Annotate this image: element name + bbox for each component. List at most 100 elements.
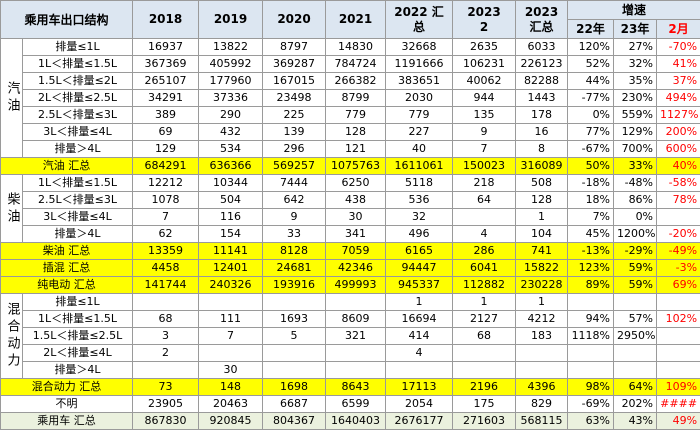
cell: 296 xyxy=(262,140,327,158)
cell: 16 xyxy=(515,123,569,141)
cell: 369287 xyxy=(262,55,327,73)
cell: 148 xyxy=(198,378,264,396)
row-label: 纯电动 汇总 xyxy=(0,276,134,294)
row-label: 插混 汇总 xyxy=(0,259,134,277)
cell: 7 xyxy=(132,208,200,226)
cell: 2635 xyxy=(452,38,517,56)
cell: 405992 xyxy=(198,55,264,73)
cell: 8797 xyxy=(262,38,327,56)
data-row: 1.5L＜排量≤2.5L 3 7 5 321 414 68 183 1118% 2950% xyxy=(1,327,700,345)
cell: -3% xyxy=(656,259,700,277)
cell xyxy=(385,361,454,379)
cell: 1127% xyxy=(656,106,700,124)
header-cell: 乘用车出口结构 xyxy=(0,0,134,39)
cell: 286 xyxy=(452,242,517,260)
cell: 700% xyxy=(613,140,658,158)
cell: 1 xyxy=(515,208,569,226)
cell: 8128 xyxy=(262,242,327,260)
cell: 82288 xyxy=(515,72,569,90)
cell: 1 xyxy=(452,293,517,311)
cell xyxy=(656,327,700,345)
cell: 11141 xyxy=(198,242,264,260)
cell: 44% xyxy=(567,72,615,90)
cell: #### xyxy=(656,395,700,413)
data-row: 3L＜排量≤4L 69 432 139 128 227 9 16 77% 129% 200% xyxy=(1,123,700,141)
cell: -13% xyxy=(567,242,615,260)
cell: 128 xyxy=(515,191,569,209)
cell: 2030 xyxy=(385,89,454,107)
cell: 34291 xyxy=(132,89,200,107)
data-row: 2.5L＜排量≤3L 389 290 225 779 779 135 178 0% 559% 112… xyxy=(1,106,700,124)
cell: 316089 xyxy=(515,157,569,175)
data-row: 2L＜排量≤4L 2 4 xyxy=(1,344,700,362)
cell: 944 xyxy=(452,89,517,107)
cell: 504 xyxy=(198,191,264,209)
cell: 154 xyxy=(198,225,264,243)
data-row: 1L＜排量≤1.5L 68 111 1693 8609 16694 2127 4212 94% 5… xyxy=(1,310,700,328)
cell: 50% xyxy=(567,157,615,175)
total-row: 不明 23905 20463 6687 6599 2054 175 829 -69% 202% ##… xyxy=(0,395,700,413)
cell: 111 xyxy=(198,310,264,328)
cell: 0% xyxy=(613,208,658,226)
cell: 438 xyxy=(325,191,387,209)
cell: 69% xyxy=(656,276,700,294)
cell: 62 xyxy=(132,225,200,243)
group-label: 混合动力 xyxy=(0,293,23,379)
cell: 12401 xyxy=(198,259,264,277)
cell: 829 xyxy=(515,395,569,413)
cell xyxy=(452,344,517,362)
cell: 2196 xyxy=(452,378,517,396)
cell: 7 xyxy=(452,140,517,158)
cell: 920845 xyxy=(198,412,264,430)
cell xyxy=(567,293,615,311)
cell: 8 xyxy=(515,140,569,158)
row-label: 1L＜排量≤1.5L xyxy=(21,174,134,192)
cell xyxy=(452,361,517,379)
row-label: 1.5L＜排量≤2L xyxy=(21,72,134,90)
cell xyxy=(262,344,327,362)
cell: 69 xyxy=(132,123,200,141)
cell: 94% xyxy=(567,310,615,328)
cell: 271603 xyxy=(452,412,517,430)
cell: 73 xyxy=(132,378,200,396)
cell: 414 xyxy=(385,327,454,345)
cell: 432 xyxy=(198,123,264,141)
cell: 600% xyxy=(656,140,700,158)
cell: 227 xyxy=(385,123,454,141)
cell xyxy=(132,361,200,379)
cell: 266382 xyxy=(325,72,387,90)
cell: 30 xyxy=(198,361,264,379)
cell: 6033 xyxy=(515,38,569,56)
cell: 226123 xyxy=(515,55,569,73)
cell: 42346 xyxy=(325,259,387,277)
data-row: 排量＞4L 30 xyxy=(1,361,700,379)
cell: 7 xyxy=(198,327,264,345)
cell xyxy=(198,293,264,311)
cell: 9 xyxy=(262,208,327,226)
cell: 52% xyxy=(567,55,615,73)
cell xyxy=(262,293,327,311)
cell: 8643 xyxy=(325,378,387,396)
cell: 779 xyxy=(385,106,454,124)
cell: 68 xyxy=(132,310,200,328)
cell: 63% xyxy=(567,412,615,430)
cell: 10344 xyxy=(198,174,264,192)
cell: 636366 xyxy=(198,157,264,175)
total-row: 乘用车 汇总 867830 920845 804367 1640403 2676177 27… xyxy=(0,412,700,430)
cell xyxy=(613,344,658,362)
cell: 43% xyxy=(613,412,658,430)
cell: 45% xyxy=(567,225,615,243)
cell: 4458 xyxy=(132,259,200,277)
header-cell: 23年 xyxy=(613,19,658,39)
cell: 129% xyxy=(613,123,658,141)
data-row: 混合动力 排量≤1L 1 1 1 xyxy=(0,293,700,379)
row-label: 1L＜排量≤1.5L xyxy=(21,310,134,328)
cell: -18% xyxy=(567,174,615,192)
data-row: 3L＜排量≤4L 7 116 9 30 32 1 7% 0% xyxy=(1,208,700,226)
row-label: 3L＜排量≤4L xyxy=(21,123,134,141)
cell: 23498 xyxy=(262,89,327,107)
cell: 6165 xyxy=(385,242,454,260)
cell: 104 xyxy=(515,225,569,243)
cell: -69% xyxy=(567,395,615,413)
row-label: 排量≤1L xyxy=(21,293,134,311)
